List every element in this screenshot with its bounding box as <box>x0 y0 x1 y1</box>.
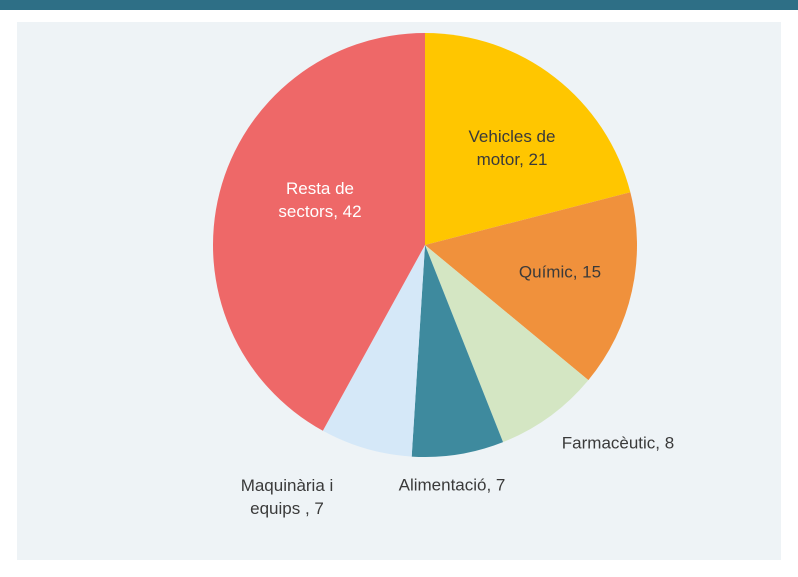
slice-label: Vehicles de motor, 21 <box>468 127 556 169</box>
slice-label: Alimentació, 7 <box>398 475 506 495</box>
header-bar <box>0 0 798 10</box>
pie-slice <box>425 245 589 443</box>
slice-label: Resta de sectors, 42 <box>278 179 362 221</box>
slice-label: Maquinària i equips , 7 <box>240 476 334 518</box>
slice-label: Farmacèutic, 8 <box>561 433 675 453</box>
pie-slice <box>425 33 631 245</box>
pie <box>212 33 637 458</box>
slice-label: Químic, 15 <box>518 262 602 282</box>
pie-slice <box>322 245 425 457</box>
pie-slice <box>212 33 425 431</box>
pie-slice <box>425 192 637 381</box>
pie-slice <box>411 245 504 458</box>
